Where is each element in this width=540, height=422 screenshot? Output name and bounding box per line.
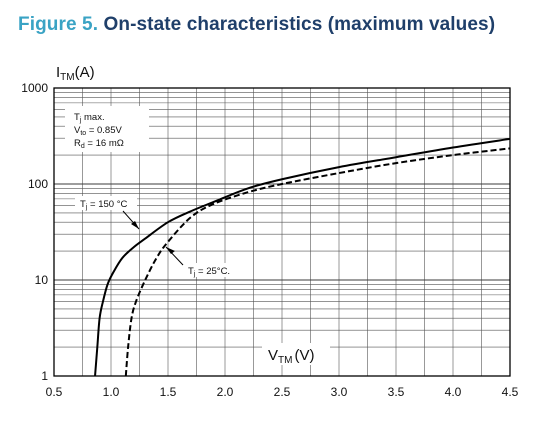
series-label-25: Tj = 25°C. (165, 246, 246, 278)
condition-tj: Tj max. (74, 112, 105, 124)
x-axis-label-main: V (268, 347, 278, 364)
figure-title-text: On-state characteristics (maximum values… (103, 14, 496, 35)
y-axis-label-sub: TM (60, 72, 74, 83)
x-axis-label: VTM (V) (268, 347, 314, 366)
series-label-150-text: Tj = 150 °C (80, 199, 127, 211)
series-tj-150-curve (94, 137, 511, 377)
y-tick-label: 100 (28, 177, 48, 191)
x-tick-label: 3.0 (331, 385, 348, 399)
x-tick-label: 2.5 (274, 385, 291, 399)
figure-title: Figure 5. On-state characteristics (maxi… (18, 14, 495, 36)
y-tick-label: 1000 (21, 81, 48, 95)
x-tick-label: 4.5 (502, 385, 519, 399)
x-tick-label: 4.0 (445, 385, 462, 399)
series-tj-25-curve (124, 147, 511, 377)
x-tick-label: 0.5 (46, 385, 63, 399)
y-axis-label-main: I (56, 64, 60, 81)
series-label-25-text: Tj = 25°C. (188, 266, 230, 278)
y-tick-label: 1 (41, 369, 48, 383)
arrowhead-icon (166, 247, 175, 254)
y-axis-label-unit: (A) (75, 64, 95, 81)
conditions-box: Tj max. Vto = 0.85V Rd = 16 mΩ (65, 106, 149, 152)
x-tick-label: 1.0 (103, 385, 120, 399)
x-axis-label-sub: TM (278, 355, 292, 366)
series-curves (94, 137, 511, 377)
x-tick-label: 1.5 (160, 385, 177, 399)
tick-labels: 0.5 1.0 1.5 2.0 2.5 3.0 3.5 4.0 4.5 1 10 100 1000 (21, 81, 518, 399)
condition-vto: Vto = 0.85V (74, 125, 123, 137)
x-tick-label: 2.0 (217, 385, 234, 399)
condition-rd: Rd = 16 mΩ (74, 138, 124, 150)
plot-frame (53, 87, 511, 377)
y-axis-label: ITM(A) (56, 64, 95, 83)
x-tick-label: 3.5 (388, 385, 405, 399)
figure-number: Figure 5. (18, 14, 99, 35)
x-axis-label-unit: (V) (294, 347, 314, 364)
y-tick-label: 10 (35, 273, 49, 287)
series-label-150: Tj = 150 °C (75, 196, 140, 230)
arrowhead-icon (131, 221, 139, 229)
x-axis-label-box: VTM (V) (262, 343, 330, 366)
